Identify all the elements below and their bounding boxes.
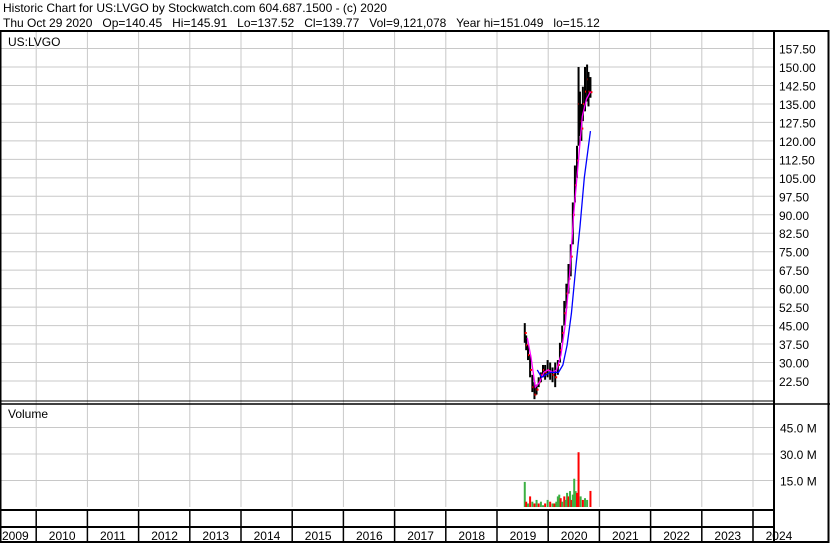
- volume-bar: [546, 499, 549, 507]
- symbol-label: US:LVGO: [8, 35, 60, 49]
- chart-border: [0, 30, 830, 543]
- year-label: 2010: [49, 529, 76, 543]
- volume-bar: [589, 490, 592, 507]
- volume-tick-label: 45.0 M: [780, 422, 817, 436]
- price-tick-label: 75.00: [779, 246, 809, 260]
- volume-bar: [551, 503, 554, 507]
- year-label: 2014: [254, 529, 281, 543]
- price-tick-label: 67.50: [779, 264, 809, 278]
- volume-bar: [527, 503, 530, 507]
- year-label: 2009: [2, 529, 29, 543]
- volume-bar: [561, 501, 564, 507]
- year-label: 2024: [766, 529, 793, 543]
- chart-title: Historic Chart for US:LVGO by Stockwatch…: [3, 1, 387, 15]
- year-label: 2022: [663, 529, 690, 543]
- year-label: 2018: [458, 529, 485, 543]
- price-tick-label: 37.50: [779, 338, 809, 352]
- price-tick-label: 97.50: [779, 190, 809, 204]
- volume-bar: [542, 505, 545, 507]
- volume-bar: [529, 496, 532, 507]
- volume-bar: [559, 498, 562, 507]
- volume-label: Volume: [8, 407, 48, 421]
- volume-bar: [566, 492, 569, 507]
- price-tick-label: 22.50: [779, 375, 809, 389]
- volume-bar: [569, 491, 572, 507]
- volume-bar: [577, 452, 580, 507]
- volume-bar: [555, 501, 558, 507]
- volume-bar: [544, 503, 547, 507]
- price-tick-label: 127.50: [779, 116, 816, 130]
- volume-bar: [573, 478, 576, 507]
- volume-bar: [571, 494, 574, 507]
- year-label: 2016: [356, 529, 383, 543]
- volume-bar: [523, 481, 526, 507]
- volume-bar: [581, 499, 584, 507]
- year-label: 2020: [561, 529, 588, 543]
- volume-bar: [586, 499, 589, 507]
- price-tick-label: 45.00: [779, 320, 809, 334]
- volume-bar: [570, 499, 573, 507]
- quote-summary: Thu Oct 29 2020 Op=140.45 Hi=145.91 Lo=1…: [3, 16, 600, 30]
- volume-bar: [525, 501, 528, 507]
- volume-bar: [533, 503, 536, 507]
- year-label: 2021: [612, 529, 639, 543]
- price-tick-label: 52.50: [779, 301, 809, 315]
- volume-bar: [558, 494, 561, 507]
- volume-bar: [553, 503, 556, 507]
- year-label: 2012: [151, 529, 178, 543]
- volume-bar: [531, 501, 534, 507]
- volume-bar: [539, 501, 542, 507]
- price-tick-label: 82.50: [779, 227, 809, 241]
- volume-tick-label: 15.0 M: [780, 475, 817, 489]
- price-tick-label: 60.00: [779, 283, 809, 297]
- year-label: 2023: [714, 529, 741, 543]
- volume-bar: [567, 496, 570, 507]
- volume-bar: [563, 496, 566, 507]
- volume-bar: [535, 499, 538, 507]
- year-label: 2017: [407, 529, 434, 543]
- price-tick-label: 112.50: [779, 153, 815, 167]
- volume-bar: [556, 496, 559, 507]
- price-tick-label: 135.00: [779, 98, 816, 112]
- volume-bar: [579, 496, 582, 507]
- year-label: 2015: [305, 529, 332, 543]
- price-tick-label: 150.00: [779, 61, 816, 75]
- volume-bar: [537, 503, 540, 507]
- price-tick-label: 90.00: [779, 209, 809, 223]
- volume-bar: [583, 498, 586, 507]
- volume-bar: [564, 499, 567, 507]
- moving-average-short-line: [526, 91, 592, 389]
- year-label: 2019: [510, 529, 537, 543]
- volume-bar: [549, 501, 552, 507]
- volume-bar: [574, 491, 577, 507]
- price-tick-label: 120.00: [779, 135, 816, 149]
- year-label: 2011: [100, 529, 126, 543]
- moving-average-long-line: [536, 130, 592, 379]
- volume-bar: [576, 492, 579, 507]
- price-tick-label: 105.00: [779, 172, 816, 186]
- year-label: 2013: [202, 529, 229, 543]
- price-tick-label: 157.50: [779, 43, 816, 57]
- price-tick-label: 30.00: [779, 357, 809, 371]
- price-tick-label: 142.50: [779, 79, 816, 93]
- volume-tick-label: 30.0 M: [780, 448, 817, 462]
